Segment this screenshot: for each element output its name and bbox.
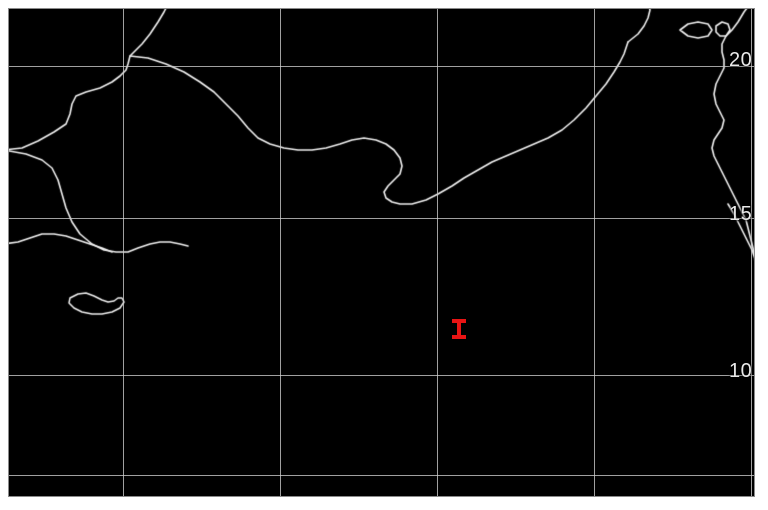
- storm-center-marker[interactable]: [452, 319, 466, 339]
- latitude-label-10: 10: [729, 360, 753, 382]
- latitude-label-20: 20: [729, 49, 753, 71]
- storm-marker-top-bar: [452, 319, 466, 323]
- storm-marker-bottom-bar: [452, 335, 466, 339]
- satellite-image-frame: [8, 8, 755, 497]
- infrared-satellite-imagery: [8, 8, 755, 497]
- latitude-label-15: 15: [729, 203, 753, 225]
- storm-marker-stem: [457, 322, 461, 336]
